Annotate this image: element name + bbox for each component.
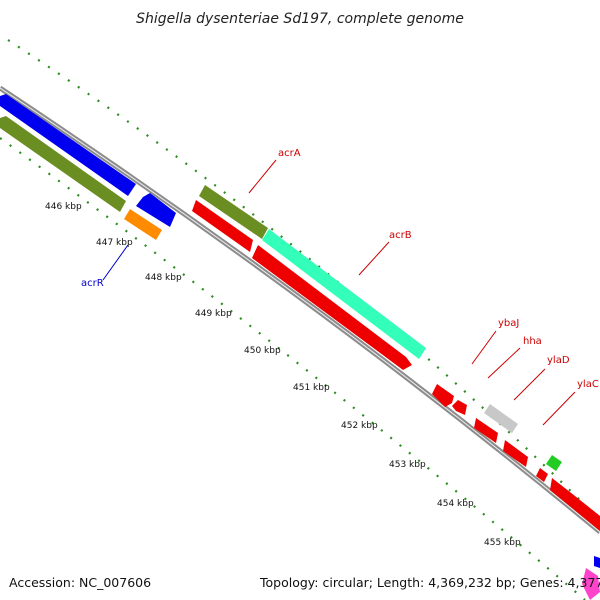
backbone-highlight: [0, 87, 600, 533]
tick-tracks: [0, 39, 600, 600]
gene-olive-1[interactable]: [0, 116, 126, 212]
gene-label-ylaD[interactable]: ylaD: [547, 355, 570, 366]
acrA-connector: [248, 159, 277, 194]
tick-label: 453 kbp: [389, 460, 426, 470]
gene-ybaJ[interactable]: [432, 384, 454, 407]
tick-label: 452 kbp: [341, 421, 378, 431]
gene-label-hha[interactable]: hha: [523, 336, 542, 347]
hha-connector: [487, 347, 521, 379]
gene-label-acrR[interactable]: acrR: [81, 278, 104, 289]
gene-green[interactable]: [546, 455, 562, 471]
gene-red-2[interactable]: [252, 245, 412, 370]
gene-blue-2[interactable]: [594, 556, 600, 568]
tick-label: 451 kbp: [293, 383, 330, 393]
ybaJ-connector: [471, 330, 497, 365]
gene-orange[interactable]: [124, 209, 162, 240]
gene-gray[interactable]: [484, 404, 518, 433]
reverse-features: [192, 200, 600, 600]
acrR-connector: [102, 244, 129, 281]
label-connectors: [102, 159, 576, 426]
topology-text: Topology: circular; Length: 4,369,232 bp…: [259, 575, 600, 590]
tick-label: 449 kbp: [195, 309, 232, 319]
gene-red-8[interactable]: [550, 478, 600, 531]
gene-pink[interactable]: [582, 568, 600, 600]
tick-label: 447 kbp: [96, 238, 133, 248]
gene-ylaC[interactable]: [503, 440, 528, 467]
tick-label: 448 kbp: [145, 273, 182, 283]
acrB-connector: [358, 241, 390, 276]
ylaC-connector: [542, 391, 576, 426]
forward-features: [0, 94, 562, 471]
tick-label: 446 kbp: [45, 202, 82, 212]
gene-blue-1[interactable]: [0, 94, 136, 196]
gene-label-acrA[interactable]: acrA: [278, 148, 301, 159]
gene-hha[interactable]: [452, 400, 467, 415]
gene-label-acrB[interactable]: acrB: [389, 230, 412, 241]
tick-label: 454 kbp: [437, 499, 474, 509]
ylaD-connector: [513, 368, 546, 401]
gene-acrR[interactable]: [136, 193, 176, 227]
tick-label: 450 kbp: [244, 346, 281, 356]
outer-tick-track: [7, 39, 600, 521]
gene-red-7[interactable]: [536, 468, 548, 482]
gene-label-ybaJ[interactable]: ybaJ: [498, 318, 519, 329]
accession-text: Accession: NC_007606: [9, 575, 151, 590]
gene-acrB[interactable]: [262, 229, 426, 359]
gene-label-ylaC[interactable]: ylaC: [577, 379, 599, 390]
gene-labels: acrR acrA acrB ybaJ hha ylaD ylaC: [81, 148, 599, 390]
kbp-labels: 446 kbp 447 kbp 448 kbp 449 kbp 450 kbp …: [45, 202, 521, 548]
gene-acrA[interactable]: [199, 185, 268, 239]
gene-ylaD[interactable]: [474, 418, 498, 443]
gene-red-1[interactable]: [192, 200, 253, 252]
map-title: Shigella dysenteriae Sd197, complete gen…: [136, 11, 464, 27]
backbone: [0, 85, 600, 534]
tick-label: 455 kbp: [484, 538, 521, 548]
